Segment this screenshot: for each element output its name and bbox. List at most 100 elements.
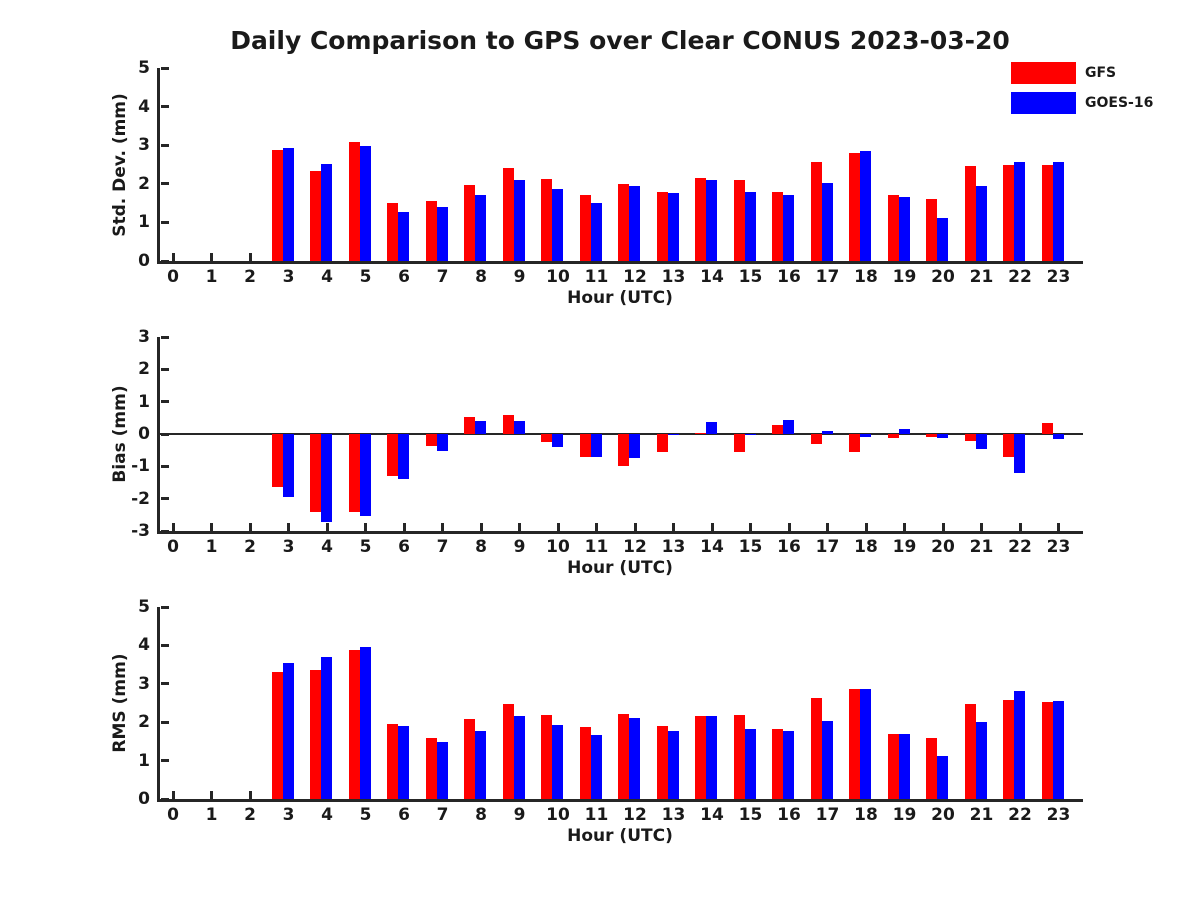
x-axis-tick: [441, 523, 444, 531]
y-axis-tick-label: 5: [138, 58, 150, 78]
bar-gfs-h14: [695, 715, 706, 799]
x-axis-tick: [402, 523, 406, 531]
x-axis-tick: [171, 253, 175, 261]
x-axis-tick-label: 20: [931, 805, 955, 825]
bar-gfs-h16: [772, 729, 783, 799]
x-axis-tick: [248, 791, 252, 799]
bar-gfs-h4: [310, 434, 321, 513]
x-axis-tick: [556, 523, 560, 531]
bar-gfs-h10: [541, 434, 552, 443]
x-axis-tick-label: 15: [738, 805, 763, 825]
y-axis-tick: [161, 605, 169, 609]
bar-gfs-h16: [772, 425, 783, 434]
y-axis-spine: [157, 607, 160, 802]
bar-goes16-h12: [629, 718, 640, 799]
bar-goes16-h18: [860, 434, 871, 437]
bar-goes16-h23: [1052, 434, 1064, 439]
bar-gfs-h19: [887, 733, 899, 799]
y-axis-tick-label: 0: [138, 251, 150, 271]
bar-gfs-h4: [310, 670, 321, 799]
y-axis-spine: [157, 337, 160, 534]
x-axis-tick: [518, 523, 521, 531]
x-axis-tick-label: 3: [282, 267, 295, 287]
bar-goes16-h5: [359, 647, 371, 799]
x-axis-tick: [210, 523, 213, 531]
bar-gfs-h12: [618, 713, 629, 799]
bar-goes16-h19: [898, 429, 910, 434]
y-axis-tick-label: -2: [131, 488, 150, 509]
bar-goes16-h11: [590, 735, 602, 799]
bar-gfs-h20: [926, 199, 937, 261]
bar-goes16-h21: [975, 722, 987, 799]
x-axis-tick-label: 20: [931, 537, 955, 557]
x-axis-tick-label: 1: [205, 267, 218, 287]
x-axis-tick: [364, 523, 367, 531]
y-axis-tick-label: 4: [138, 96, 150, 117]
gfs-legend-label: GFS: [1085, 65, 1117, 81]
x-axis-tick-label: 12: [623, 805, 647, 825]
bar-gfs-h8: [464, 184, 475, 261]
x-axis-tick-label: 18: [854, 805, 878, 825]
bar-goes16-h16: [783, 419, 794, 434]
bar-goes16-h6: [398, 211, 409, 261]
bar-goes16-h22: [1014, 161, 1025, 261]
y-axis-tick: [161, 720, 169, 724]
legend: GFS GOES-16: [1011, 62, 1153, 122]
gfs-color-swatch: [1011, 62, 1076, 84]
bar-gfs-h14: [695, 178, 706, 261]
bar-gfs-h9: [502, 414, 514, 434]
y-axis-tick: [161, 682, 169, 686]
x-axis-tick-label: 15: [738, 267, 763, 287]
x-axis-tick: [325, 523, 329, 531]
y-axis-tick-label: 1: [138, 391, 150, 412]
bar-goes16-h22: [1014, 434, 1025, 473]
rms-y-axis-label: RMS (mm): [110, 653, 130, 753]
y-axis-tick-label: 2: [138, 359, 150, 380]
x-axis-tick-label: 11: [584, 805, 609, 825]
y-axis-tick: [161, 464, 169, 468]
bar-gfs-h8: [464, 416, 475, 434]
bar-gfs-h17: [810, 434, 822, 444]
y-axis-tick: [161, 759, 169, 763]
bar-goes16-h13: [667, 434, 679, 435]
bar-gfs-h4: [310, 171, 321, 261]
y-axis-tick: [161, 432, 169, 436]
bar-gfs-h7: [425, 201, 437, 261]
bar-goes16-h5: [359, 145, 371, 261]
bar-goes16-h22: [1014, 690, 1025, 799]
legend-item-gfs: GFS: [1011, 62, 1153, 84]
x-axis-tick-label: 21: [969, 805, 994, 825]
bar-gfs-h3: [271, 434, 283, 488]
bar-gfs-h21: [964, 166, 976, 261]
bar-goes16-h14: [706, 716, 717, 799]
y-axis-tick-label: 2: [138, 712, 150, 733]
bar-goes16-h15: [744, 191, 756, 261]
x-axis-tick-label: 6: [398, 805, 410, 825]
x-axis-tick-label: 14: [700, 537, 724, 557]
bar-gfs-h10: [541, 178, 552, 261]
bar-goes16-h19: [898, 196, 910, 261]
x-axis-spine: [157, 799, 1083, 802]
bar-goes16-h10: [552, 188, 563, 261]
x-axis-tick-label: 16: [777, 537, 801, 557]
x-axis-tick-label: 21: [969, 267, 994, 287]
y-axis-tick: [161, 400, 169, 404]
x-axis-tick-label: 4: [321, 805, 333, 825]
bar-goes16-h23: [1052, 161, 1064, 261]
y-axis-tick-label: 2: [138, 173, 150, 194]
bar-gfs-h12: [618, 183, 629, 261]
x-axis-tick: [210, 791, 213, 799]
x-axis-tick-label: 8: [475, 805, 487, 825]
y-axis-tick-label: 3: [138, 327, 150, 347]
x-axis-tick: [864, 523, 868, 531]
bar-gfs-h13: [656, 191, 668, 261]
goes16-color-swatch: [1011, 92, 1076, 114]
bar-gfs-h3: [271, 150, 283, 261]
bar-gfs-h23: [1041, 702, 1053, 799]
y-axis-tick: [161, 66, 169, 70]
x-axis-tick: [248, 253, 252, 261]
x-axis-tick-label: 2: [244, 267, 256, 287]
x-axis-tick-label: 6: [398, 537, 410, 557]
bar-goes16-h4: [321, 434, 332, 522]
y-axis-tick-label: -3: [131, 521, 150, 541]
